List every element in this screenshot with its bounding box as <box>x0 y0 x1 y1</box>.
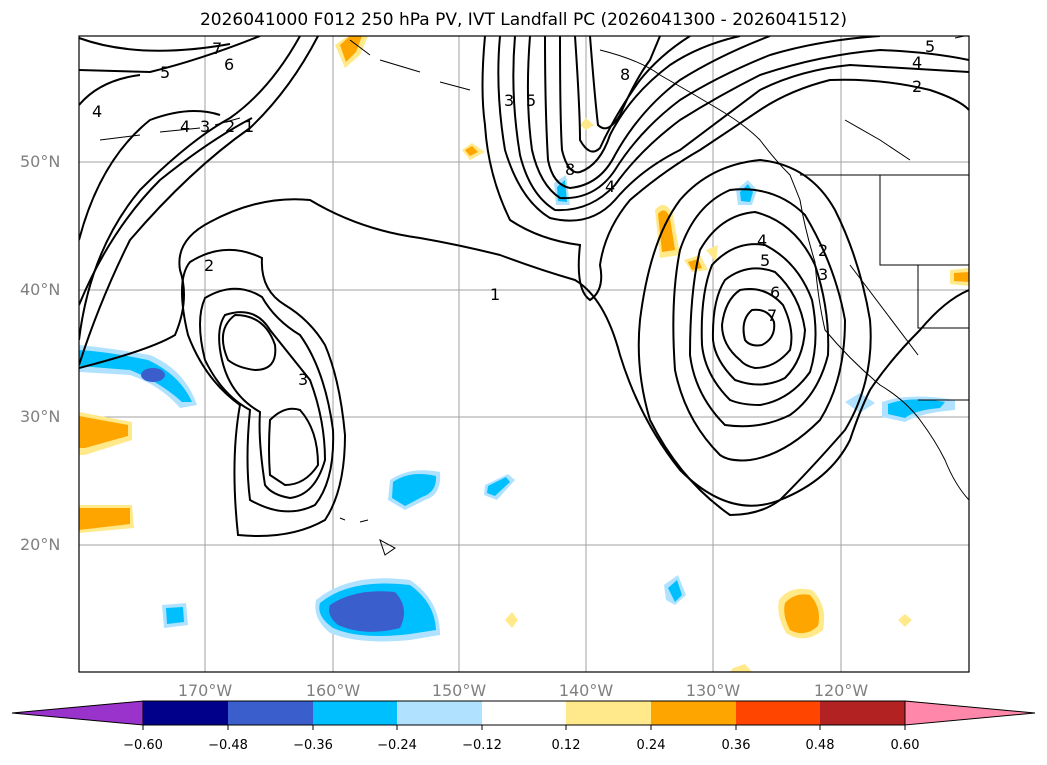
contour-label: 2 <box>204 256 214 275</box>
contour-label: 8 <box>620 65 630 84</box>
colorbar-tick-label: 0.48 <box>805 738 835 753</box>
contour-label: 2 <box>818 241 828 260</box>
colorbar-tick-label: 0.24 <box>636 738 666 753</box>
colorbar-swatch <box>820 701 905 725</box>
colorbar-swatch <box>313 701 397 725</box>
contour-label: 1 <box>244 117 254 136</box>
contour-label: 1 <box>490 285 500 304</box>
lat-label-30n: 30°N <box>20 407 61 426</box>
contour-label: 4 <box>180 117 190 136</box>
contour-label: 5 <box>760 251 770 270</box>
contour-label: 3 <box>504 91 514 110</box>
colorbar-swatch <box>736 701 820 725</box>
lon-label-160w: 160°W <box>305 681 361 700</box>
contour-label: 7 <box>212 39 222 58</box>
colorbar-tick-label: −0.24 <box>377 738 417 753</box>
contour-label: 5 <box>526 91 536 110</box>
contour-label: 4 <box>605 177 615 196</box>
contour-label: 2 <box>225 117 235 136</box>
contour-label: 6 <box>770 283 780 302</box>
contour-label-layer: 7 6 5 4 3 2 1 4 3 2 1 3 5 8 8 4 5 4 2 4 … <box>92 37 935 389</box>
contour-label: 2 <box>912 77 922 96</box>
contour-label: 4 <box>757 231 767 250</box>
colorbar-swatch <box>11 700 144 726</box>
lon-label-130w: 130°W <box>685 681 741 700</box>
contour-label: 6 <box>224 55 234 74</box>
colorbar-tick-label: 0.36 <box>721 738 751 753</box>
colorbar-tick-label: 0.12 <box>551 738 581 753</box>
lat-label-40n: 40°N <box>20 280 61 299</box>
lat-label-50n: 50°N <box>20 152 61 171</box>
lon-label-170w: 170°W <box>177 681 233 700</box>
contour-label: 4 <box>912 53 922 72</box>
lat-label-20n: 20°N <box>20 535 61 554</box>
shaded-pv-regions <box>79 36 969 672</box>
map-frame <box>78 35 970 673</box>
lon-label-140w: 140°W <box>558 681 614 700</box>
map-area <box>79 36 969 672</box>
lon-label-150w: 150°W <box>431 681 487 700</box>
map-title: 2026041000 F012 250 hPa PV, IVT Landfall… <box>199 10 847 30</box>
colorbar-tick-label: 0.60 <box>890 738 920 753</box>
contour-label: 4 <box>92 102 102 121</box>
contour-label: 5 <box>160 63 170 82</box>
colorbar-tick-label: −0.36 <box>293 738 333 753</box>
pv-contours <box>79 36 969 537</box>
contour-label: 3 <box>200 117 210 136</box>
colorbar-swatch <box>651 701 736 725</box>
colorbar-swatch <box>143 701 228 725</box>
contour-label: 5 <box>925 37 935 56</box>
contour-label: 7 <box>767 306 777 325</box>
contour-label: 3 <box>818 265 828 284</box>
contour-label: 8 <box>565 160 575 179</box>
lon-label-120w: 120°W <box>813 681 869 700</box>
colorbar-tick-label: −0.48 <box>208 738 248 753</box>
colorbar-swatch <box>228 701 313 725</box>
colorbar <box>11 700 1036 730</box>
colorbar-swatch <box>397 701 482 725</box>
colorbar-swatch <box>904 700 1036 726</box>
contour-label: 3 <box>298 370 308 389</box>
colorbar-tick-label: −0.12 <box>462 738 502 753</box>
colorbar-swatch <box>482 701 566 725</box>
colorbar-tick-label: −0.60 <box>123 738 163 753</box>
colorbar-swatch <box>566 701 651 725</box>
